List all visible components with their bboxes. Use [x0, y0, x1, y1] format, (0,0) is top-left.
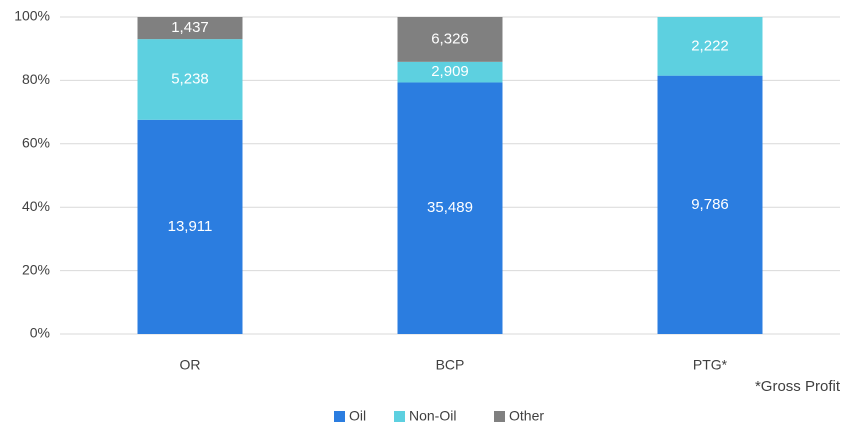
- bar-segment: [397, 17, 503, 62]
- data-label: 13,911: [168, 218, 213, 235]
- x-tick-label: PTG*: [693, 357, 728, 373]
- bar-segment: [397, 61, 503, 83]
- y-tick-label: 80%: [22, 71, 50, 87]
- x-tick-label: BCP: [436, 357, 465, 373]
- data-label: 35,489: [427, 199, 473, 216]
- y-tick-label: 40%: [22, 198, 50, 214]
- data-label: 5,238: [171, 70, 209, 87]
- annotation: *Gross Profit: [755, 378, 841, 395]
- bar-segment: [397, 82, 503, 335]
- bar-segment: [137, 39, 243, 120]
- bar-segment: [657, 17, 763, 76]
- y-tick-label: 20%: [22, 261, 50, 277]
- bar-segment: [137, 119, 243, 335]
- legend-swatch: [334, 411, 345, 422]
- legend-swatch: [394, 411, 405, 422]
- legend-label: Oil: [349, 408, 366, 424]
- bar-segment: [137, 17, 243, 40]
- legend-label: Other: [509, 408, 544, 424]
- legend-swatch: [494, 411, 505, 422]
- data-label: 2,222: [691, 37, 729, 54]
- x-tick-label: OR: [180, 357, 201, 373]
- bar-segment: [657, 75, 763, 335]
- data-label: 2,909: [431, 63, 469, 80]
- y-tick-label: 60%: [22, 135, 50, 151]
- data-label: 6,326: [431, 30, 469, 47]
- legend-label: Non-Oil: [409, 408, 456, 424]
- y-tick-label: 0%: [30, 325, 50, 341]
- data-label: 1,437: [171, 19, 209, 36]
- y-tick-label: 100%: [14, 8, 50, 24]
- data-label: 9,786: [691, 196, 729, 213]
